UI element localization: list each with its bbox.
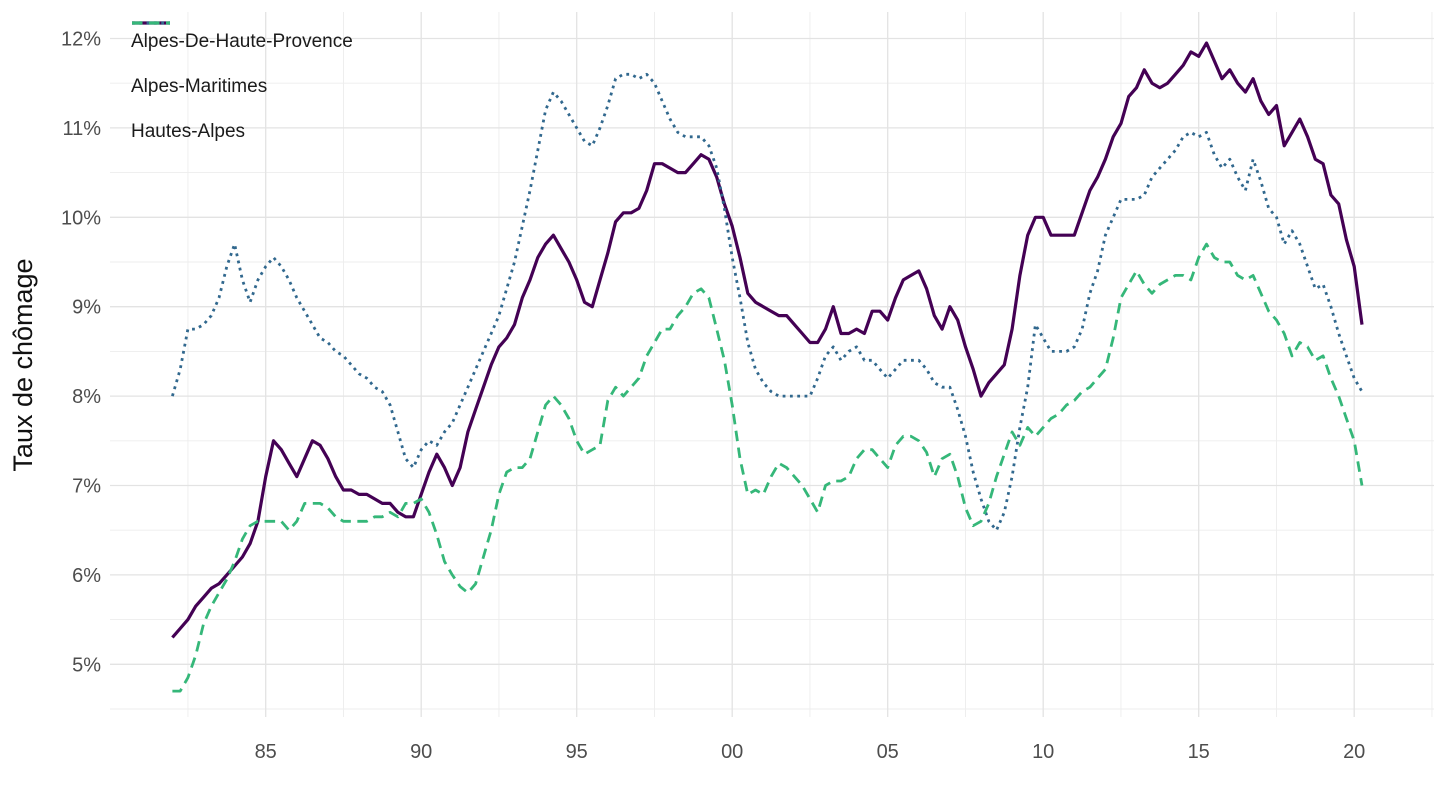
series-line-alpes-maritimes <box>171 72 1364 532</box>
legend-key-dotted-line-icon <box>132 21 170 25</box>
y-tick-label-9: 9% <box>72 297 101 319</box>
legend-item-hautes-alpes: Hautes-Alpes <box>131 21 353 154</box>
legend-item-alpes-maritimes: Alpes-Maritimes <box>131 21 353 109</box>
x-tick-label-00: 00 <box>721 741 743 763</box>
grid-major-lines <box>110 12 1434 717</box>
series-line-alpes-de-haute-provence <box>171 41 1364 639</box>
series-lines <box>171 41 1364 693</box>
y-tick-label-8: 8% <box>72 386 101 408</box>
x-axis-tick-labels: 85 90 95 00 05 10 15 20 <box>255 741 1366 763</box>
legend-key-dashed-line-icon <box>132 21 170 25</box>
y-tick-label-12: 12% <box>61 29 101 51</box>
grid-minor-lines <box>110 12 1434 717</box>
x-tick-label-20: 20 <box>1343 741 1365 763</box>
x-tick-label-10: 10 <box>1032 741 1054 763</box>
x-tick-label-90: 90 <box>410 741 432 763</box>
x-tick-label-85: 85 <box>255 741 277 763</box>
y-tick-label-6: 6% <box>72 565 101 587</box>
y-tick-label-5: 5% <box>72 654 101 676</box>
legend: Alpes-De-Haute-Provence Alpes-Maritimes … <box>131 19 353 154</box>
x-tick-label-15: 15 <box>1188 741 1210 763</box>
series-line-hautes-alpes <box>172 242 1364 693</box>
y-tick-label-11: 11% <box>62 118 101 140</box>
y-tick-label-10: 10% <box>61 207 101 229</box>
legend-label-alpes-de-haute-provence: Alpes-De-Haute-Provence <box>131 30 353 52</box>
x-tick-label-95: 95 <box>566 741 588 763</box>
x-tick-label-05: 05 <box>877 741 899 763</box>
y-tick-label-7: 7% <box>72 476 101 498</box>
legend-label-alpes-maritimes: Alpes-Maritimes <box>131 75 268 97</box>
y-axis-tick-labels: 5% 6% 7% 8% 9% 10% 11% 12% <box>61 29 101 677</box>
legend-label-hautes-alpes: Hautes-Alpes <box>131 120 246 142</box>
y-axis-title: Taux de chômage <box>8 258 38 471</box>
